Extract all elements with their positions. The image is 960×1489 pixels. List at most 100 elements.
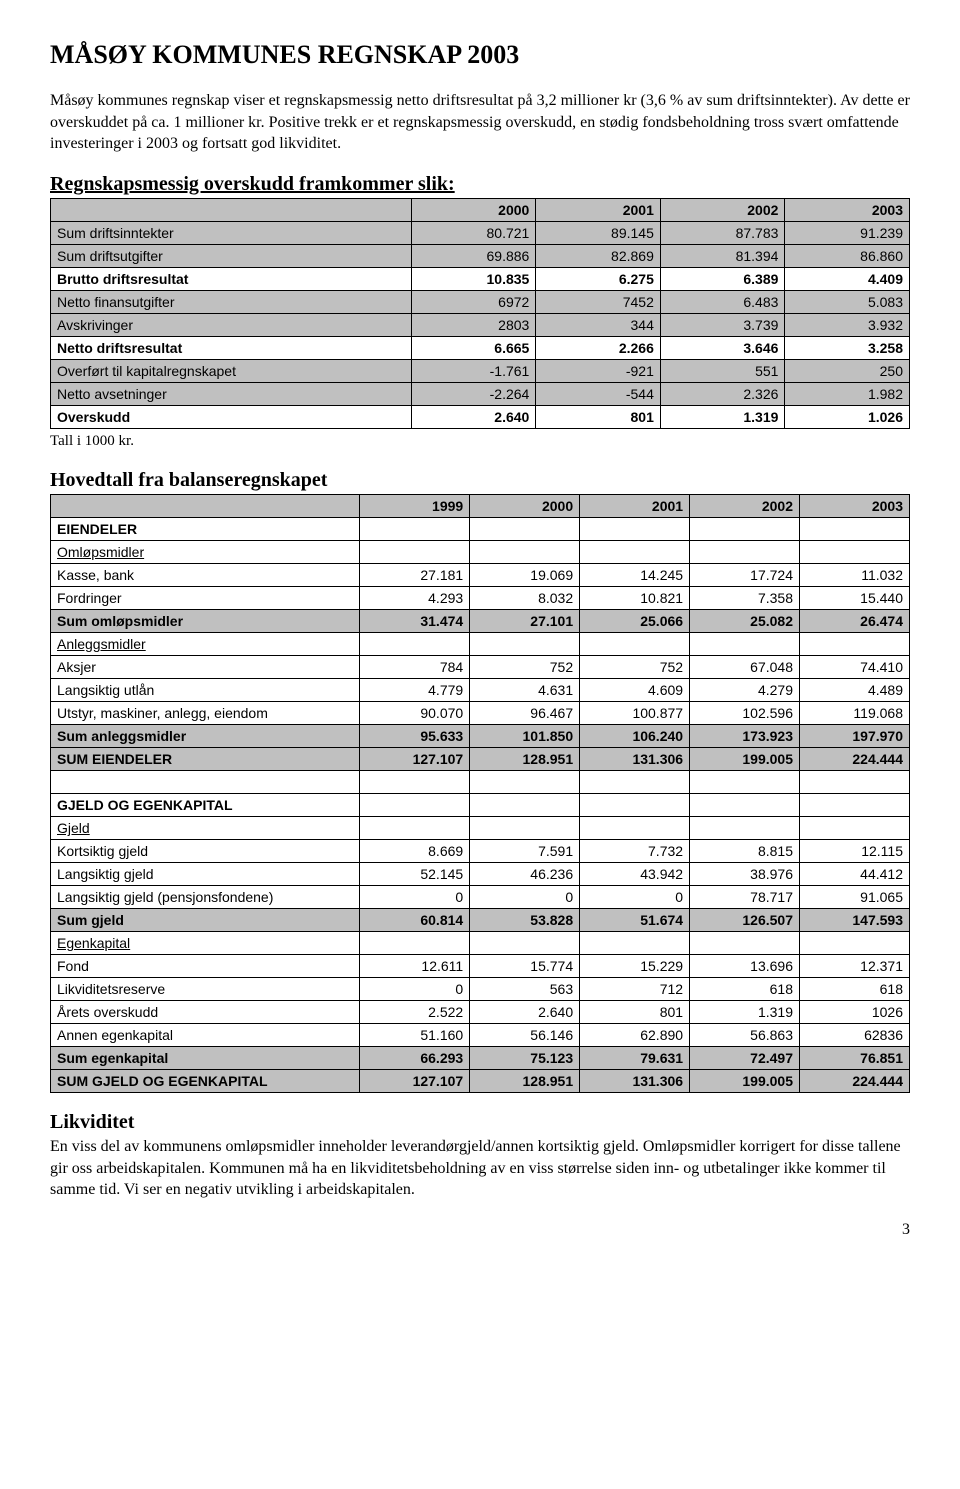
cell-value	[360, 794, 470, 817]
cell-value: 7.358	[690, 587, 800, 610]
cell-value: 224.444	[800, 748, 910, 771]
row-label: Omløpsmidler	[51, 541, 360, 564]
row-label: Netto avsetninger	[51, 382, 412, 405]
table-row: Aksjer78475275267.04874.410	[51, 656, 910, 679]
cell-value	[360, 771, 470, 794]
table-row: Anleggsmidler	[51, 633, 910, 656]
cell-value	[690, 817, 800, 840]
row-label: SUM GJELD OG EGENKAPITAL	[51, 1070, 360, 1093]
cell-value: 7.591	[470, 840, 580, 863]
row-label: Sum egenkapital	[51, 1047, 360, 1070]
cell-value: 25.066	[580, 610, 690, 633]
table-row: Annen egenkapital51.16056.14662.89056.86…	[51, 1024, 910, 1047]
row-label: Overskudd	[51, 405, 412, 428]
cell-value: 0	[470, 886, 580, 909]
cell-value: 2.522	[360, 1001, 470, 1024]
cell-value: 4.631	[470, 679, 580, 702]
cell-value	[580, 633, 690, 656]
cell-value: 80.721	[411, 221, 536, 244]
cell-value: 4.609	[580, 679, 690, 702]
table-row: SUM GJELD OG EGENKAPITAL127.107128.95113…	[51, 1070, 910, 1093]
row-label: Sum omløpsmidler	[51, 610, 360, 633]
cell-value: 618	[800, 978, 910, 1001]
cell-value	[800, 633, 910, 656]
table-header-cell: 2003	[785, 198, 910, 221]
cell-value: 66.293	[360, 1047, 470, 1070]
cell-value: 6.389	[660, 267, 785, 290]
cell-value	[470, 633, 580, 656]
row-label: Annen egenkapital	[51, 1024, 360, 1047]
table-row: Netto finansutgifter697274526.4835.083	[51, 290, 910, 313]
table-row: Kasse, bank27.18119.06914.24517.72411.03…	[51, 564, 910, 587]
cell-value: 12.371	[800, 955, 910, 978]
row-label: Egenkapital	[51, 932, 360, 955]
cell-value: 67.048	[690, 656, 800, 679]
table-row: Egenkapital	[51, 932, 910, 955]
cell-value: 1.026	[785, 405, 910, 428]
cell-value	[580, 541, 690, 564]
table-row: Sum gjeld60.81453.82851.674126.507147.59…	[51, 909, 910, 932]
cell-value: 87.783	[660, 221, 785, 244]
cell-value: 147.593	[800, 909, 910, 932]
cell-value	[580, 794, 690, 817]
cell-value: 128.951	[470, 748, 580, 771]
row-label	[51, 771, 360, 794]
cell-value: 6.665	[411, 336, 536, 359]
table-row: Netto avsetninger-2.264-5442.3261.982	[51, 382, 910, 405]
cell-value: 4.779	[360, 679, 470, 702]
table-header-cell: 1999	[360, 495, 470, 518]
cell-value: 74.410	[800, 656, 910, 679]
cell-value: 25.082	[690, 610, 800, 633]
table-note: Tall i 1000 kr.	[50, 431, 910, 451]
cell-value: 618	[690, 978, 800, 1001]
row-label: EIENDELER	[51, 518, 360, 541]
table-header-cell: 2001	[580, 495, 690, 518]
cell-value	[800, 932, 910, 955]
table-header-cell	[51, 198, 412, 221]
row-label: SUM EIENDELER	[51, 748, 360, 771]
row-label: GJELD OG EGENKAPITAL	[51, 794, 360, 817]
cell-value: -921	[536, 359, 661, 382]
table-row: Gjeld	[51, 817, 910, 840]
cell-value: 199.005	[690, 1070, 800, 1093]
cell-value	[360, 932, 470, 955]
cell-value: 89.145	[536, 221, 661, 244]
cell-value: 4.293	[360, 587, 470, 610]
cell-value	[690, 771, 800, 794]
table-row: Brutto driftsresultat10.8356.2756.3894.4…	[51, 267, 910, 290]
cell-value: 127.107	[360, 748, 470, 771]
row-label: Sum gjeld	[51, 909, 360, 932]
cell-value: 62.890	[580, 1024, 690, 1047]
cell-value: 17.724	[690, 564, 800, 587]
cell-value: 44.412	[800, 863, 910, 886]
row-label: Årets overskudd	[51, 1001, 360, 1024]
table-header-cell: 2001	[536, 198, 661, 221]
cell-value: 86.860	[785, 244, 910, 267]
table-row: Avskrivinger28033443.7393.932	[51, 313, 910, 336]
table-header-cell: 2002	[660, 198, 785, 221]
table-row: Langsiktig utlån4.7794.6314.6094.2794.48…	[51, 679, 910, 702]
cell-value: 801	[580, 1001, 690, 1024]
cell-value	[800, 541, 910, 564]
cell-value: 15.229	[580, 955, 690, 978]
cell-value: 12.611	[360, 955, 470, 978]
cell-value: 7452	[536, 290, 661, 313]
cell-value: 4.409	[785, 267, 910, 290]
cell-value: 14.245	[580, 564, 690, 587]
cell-value: 563	[470, 978, 580, 1001]
table-row: Sum driftsinntekter80.72189.14587.78391.…	[51, 221, 910, 244]
cell-value	[580, 817, 690, 840]
cell-value: 8.032	[470, 587, 580, 610]
cell-value	[690, 518, 800, 541]
row-label: Sum anleggsmidler	[51, 725, 360, 748]
table-row: Langsiktig gjeld (pensjonsfondene)00078.…	[51, 886, 910, 909]
cell-value: 1.982	[785, 382, 910, 405]
cell-value: 27.101	[470, 610, 580, 633]
cell-value	[800, 518, 910, 541]
table-row: GJELD OG EGENKAPITAL	[51, 794, 910, 817]
cell-value: 46.236	[470, 863, 580, 886]
cell-value: 119.068	[800, 702, 910, 725]
cell-value: 3.932	[785, 313, 910, 336]
cell-value: 26.474	[800, 610, 910, 633]
table-row: Fond12.61115.77415.22913.69612.371	[51, 955, 910, 978]
